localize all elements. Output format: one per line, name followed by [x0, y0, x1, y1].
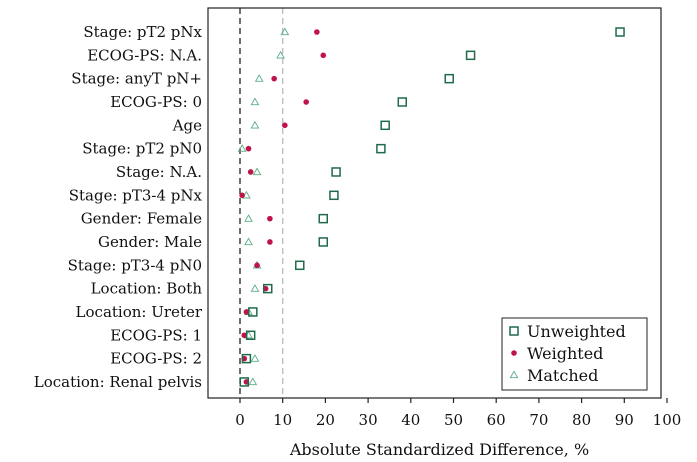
x-tick-label: 20	[316, 411, 335, 429]
legend-matched-label: Matched	[527, 366, 598, 385]
point-unweighted	[329, 190, 339, 201]
y-tick-label: ECOG-PS: 1	[110, 326, 202, 344]
point-weighted	[314, 29, 320, 35]
point-matched	[280, 27, 290, 36]
x-axis: 0 10 20 30 40 50 60 70 80 90 100	[235, 398, 681, 429]
y-tick-label: Stage: pT2 pNx	[83, 23, 202, 41]
point-weighted	[267, 239, 273, 245]
x-tick-label: 50	[444, 411, 463, 429]
x-tick-label: 70	[529, 411, 548, 429]
point-matched	[248, 377, 258, 386]
point-weighted	[254, 262, 260, 269]
legend-unweighted-marker	[509, 326, 519, 336]
y-tick-label: ECOG-PS: 2	[110, 350, 202, 368]
legend: Unweighted Weighted Matched	[501, 317, 648, 391]
point-matched	[250, 354, 260, 362]
point-weighted	[271, 75, 277, 82]
y-tick-label: Gender: Male	[98, 233, 202, 251]
point-weighted	[239, 192, 245, 199]
point-matched	[276, 50, 285, 59]
point-weighted	[243, 309, 250, 315]
point-unweighted	[241, 353, 252, 364]
y-tick-label: Stage: pT3-4 pN0	[68, 256, 202, 274]
y-tick-label: Age	[172, 116, 202, 134]
point-matched	[250, 97, 260, 106]
point-unweighted	[263, 283, 273, 294]
point-unweighted	[397, 97, 408, 107]
point-unweighted	[376, 143, 386, 154]
y-tick-label: Location: Both	[91, 280, 203, 298]
x-tick-label: 80	[572, 411, 591, 429]
y-tick-label: ECOG-PS: N.A.	[87, 46, 202, 64]
y-tick-label: Location: Ureter	[76, 303, 203, 321]
point-matched	[250, 284, 260, 292]
x-tick-label: 0	[235, 411, 245, 429]
point-unweighted	[295, 260, 305, 271]
point-unweighted	[239, 377, 250, 387]
y-tick-label: Stage: anyT pN+	[71, 70, 202, 88]
point-weighted	[241, 332, 248, 339]
y-axis-labels: Stage: pT2 pNx ECOG-PS: N.A. Stage: anyT p…	[34, 23, 203, 391]
point-weighted	[245, 145, 252, 152]
point-matched	[252, 167, 262, 176]
point-weighted	[320, 52, 327, 59]
x-tick-label: 100	[653, 411, 682, 429]
point-matched	[237, 144, 247, 152]
data-marks	[237, 27, 625, 387]
point-weighted	[247, 169, 254, 175]
legend-unweighted-label: Unweighted	[527, 322, 626, 341]
legend-weighted-label: Weighted	[527, 344, 603, 363]
point-weighted	[303, 99, 309, 105]
point-matched	[254, 74, 264, 82]
plot-frame	[207, 7, 662, 399]
y-tick-label: Gender: Female	[81, 210, 202, 228]
point-weighted	[267, 215, 273, 222]
point-unweighted	[444, 73, 454, 84]
point-unweighted	[248, 307, 258, 317]
point-matched	[244, 237, 253, 246]
x-tick-label: 60	[487, 411, 506, 429]
x-tick-label: 40	[401, 411, 420, 429]
point-unweighted	[318, 213, 329, 224]
point-unweighted	[465, 50, 476, 61]
point-unweighted	[331, 167, 341, 177]
point-unweighted	[615, 27, 625, 37]
point-weighted	[282, 122, 288, 129]
point-unweighted	[318, 237, 329, 247]
point-matched	[244, 214, 253, 222]
y-tick-label: ECOG-PS: 0	[110, 93, 202, 111]
x-axis-title: Absolute Standardized Difference, %	[289, 440, 589, 459]
legend-weighted-marker	[511, 350, 517, 356]
point-unweighted	[245, 330, 256, 341]
y-tick-label: Stage: pT3-4 pNx	[69, 186, 203, 204]
y-tick-label: Stage: N.A.	[116, 163, 202, 181]
reference-lines	[239, 8, 284, 398]
x-tick-label: 90	[615, 411, 634, 429]
point-matched	[250, 120, 260, 129]
point-unweighted	[380, 120, 390, 131]
legend-box	[501, 317, 648, 391]
x-tick-label: 10	[273, 411, 292, 429]
y-tick-label: Stage: pT2 pN0	[82, 140, 202, 158]
y-tick-label: Location: Renal pelvis	[34, 373, 202, 391]
x-tick-label: 30	[359, 411, 378, 429]
legend-matched-marker	[509, 370, 519, 379]
